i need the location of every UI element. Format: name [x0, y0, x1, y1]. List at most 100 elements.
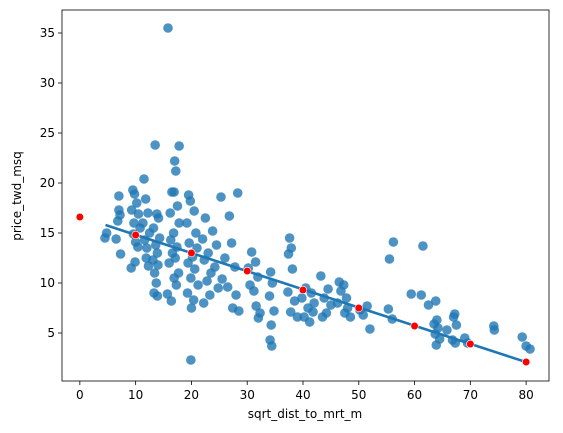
y-tick-label: 25 — [40, 126, 55, 140]
data-point — [264, 291, 275, 301]
data-point — [358, 310, 369, 320]
prediction-point — [410, 321, 419, 331]
data-point — [317, 312, 328, 322]
data-point — [186, 303, 197, 313]
prediction-point — [131, 230, 140, 240]
x-tick-label: 60 — [407, 388, 422, 402]
y-tick-label: 30 — [40, 76, 55, 90]
data-point — [285, 307, 296, 317]
data-point — [224, 211, 235, 221]
data-point — [183, 258, 193, 268]
data-point — [126, 263, 136, 273]
data-point — [249, 286, 259, 296]
data-point — [517, 332, 528, 342]
data-point — [265, 267, 276, 277]
x-tick-label: 40 — [295, 388, 310, 402]
data-point — [388, 237, 399, 247]
data-point — [169, 156, 180, 166]
data-point — [189, 264, 200, 274]
data-point — [266, 341, 277, 351]
data-point — [287, 264, 298, 274]
regression-line — [105, 223, 530, 365]
y-tick-label: 35 — [40, 26, 55, 40]
data-point — [163, 23, 173, 33]
data-point — [171, 280, 182, 290]
x-axis-label: sqrt_dist_to_mrt_m — [248, 407, 362, 421]
data-point — [148, 223, 159, 233]
data-point — [431, 340, 442, 350]
data-point — [205, 290, 215, 300]
data-point — [297, 293, 307, 303]
data-point — [154, 233, 165, 243]
x-tick-label: 20 — [184, 388, 199, 402]
data-point — [442, 325, 452, 335]
data-point — [151, 278, 162, 288]
y-tick-label: 15 — [40, 226, 55, 240]
data-point — [112, 216, 123, 226]
data-point — [184, 238, 194, 248]
data-point — [253, 313, 264, 323]
data-point — [189, 206, 200, 216]
data-point — [266, 320, 276, 330]
data-point — [193, 280, 203, 290]
data-point — [186, 355, 196, 365]
data-point — [418, 241, 428, 251]
data-point — [131, 198, 142, 208]
data-point — [308, 307, 318, 317]
data-point — [172, 201, 183, 211]
data-point — [430, 296, 441, 306]
x-tick-label: 0 — [76, 388, 84, 402]
data-point — [226, 238, 237, 248]
data-point — [451, 320, 462, 330]
data-point — [129, 189, 140, 199]
data-point — [141, 243, 152, 253]
x-tick-label: 50 — [351, 388, 366, 402]
data-point — [115, 249, 126, 259]
data-point — [114, 191, 124, 201]
data-point — [384, 254, 395, 264]
data-point — [169, 187, 179, 197]
data-point — [213, 283, 223, 293]
data-point — [246, 247, 257, 257]
data-point — [174, 218, 184, 228]
data-point — [269, 306, 279, 316]
prediction-point — [298, 285, 308, 295]
data-point — [406, 289, 417, 299]
y-tick-label: 20 — [40, 176, 55, 190]
data-point — [188, 295, 199, 305]
x-tick-label: 10 — [128, 388, 143, 402]
y-axis-label: price_twd_msq — [10, 151, 24, 241]
data-point — [200, 213, 211, 223]
data-point — [171, 166, 181, 176]
prediction-point — [75, 212, 84, 222]
data-point — [152, 291, 163, 301]
data-point — [149, 268, 160, 278]
data-point — [220, 253, 230, 263]
data-point — [202, 276, 212, 286]
data-point — [232, 188, 243, 198]
data-point — [152, 248, 163, 258]
data-point — [162, 289, 173, 299]
data-point — [383, 304, 394, 314]
data-point — [283, 249, 294, 259]
prediction-point — [354, 303, 363, 313]
data-point — [192, 243, 202, 253]
data-point — [489, 325, 500, 335]
data-point — [101, 228, 112, 238]
data-point — [165, 235, 176, 245]
data-point — [191, 228, 201, 238]
data-point — [222, 282, 233, 292]
data-point — [345, 312, 356, 322]
data-point — [231, 290, 241, 300]
prediction-point — [522, 357, 531, 367]
plot-frame — [61, 9, 550, 382]
data-point — [292, 312, 303, 322]
data-point — [206, 268, 216, 278]
data-point — [153, 260, 163, 270]
x-tick-label: 30 — [240, 388, 255, 402]
data-point — [323, 284, 333, 294]
data-point — [316, 271, 326, 281]
data-point — [251, 301, 261, 311]
data-point — [133, 209, 144, 219]
